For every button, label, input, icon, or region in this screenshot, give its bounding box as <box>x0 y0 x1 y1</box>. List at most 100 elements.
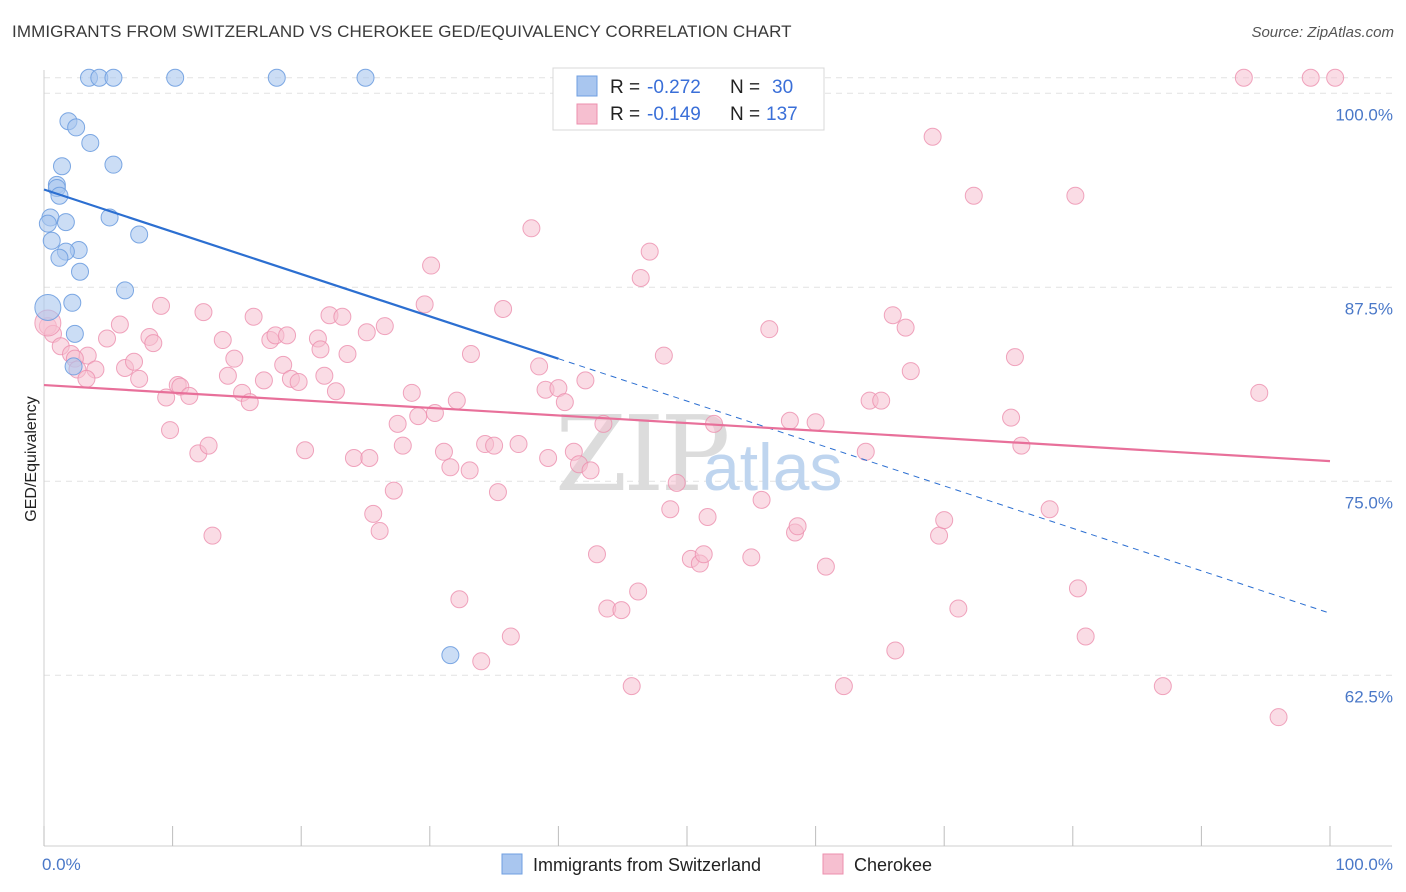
switzerland-point <box>67 118 86 137</box>
cherokee-point <box>640 242 659 261</box>
cherokee-point <box>1326 68 1345 87</box>
bottom-legend-swatch-switzerland <box>501 853 523 875</box>
legend-n-label-2: N = <box>730 104 760 125</box>
cherokee-point <box>806 413 825 432</box>
grid <box>44 77 1392 676</box>
cherokee-point <box>338 345 357 364</box>
legend-box: R = -0.272 N = 30 R = -0.149 N = 137 <box>552 67 825 131</box>
cherokee-point <box>130 369 149 388</box>
cherokee-point <box>856 442 875 461</box>
legend-n-value-2: 137 <box>766 104 798 125</box>
cherokee-point <box>254 371 273 390</box>
cherokee-point <box>333 307 352 326</box>
switzerland-point <box>53 157 72 176</box>
cherokee-point <box>631 268 650 287</box>
cherokee-point <box>422 256 441 275</box>
cherokee-point <box>77 369 96 388</box>
cherokee-point <box>370 521 389 540</box>
cherokee-point <box>460 461 479 480</box>
cherokee-point <box>1250 383 1269 402</box>
cherokee-point <box>1269 708 1288 727</box>
cherokee-point <box>326 382 345 401</box>
cherokee-point <box>896 318 915 337</box>
cherokee-point <box>964 186 983 205</box>
cherokee-point <box>344 449 363 467</box>
cherokee-point <box>886 641 905 660</box>
switzerland-point <box>267 68 286 87</box>
legend-r-label-2: R = <box>610 104 640 125</box>
cherokee-point <box>244 307 263 326</box>
cherokee-point <box>125 352 144 371</box>
y-tick-label: 62.5% <box>1345 687 1393 706</box>
cherokee-point <box>485 436 504 455</box>
cherokee-point <box>1002 408 1021 427</box>
cherokee-point <box>661 500 680 519</box>
switzerland-point <box>130 225 149 244</box>
cherokee-point <box>161 421 180 440</box>
cherokee-point <box>441 458 460 477</box>
cherokee-point <box>930 526 949 545</box>
cherokee-point <box>923 127 942 146</box>
x-tick-label: 100.0% <box>1335 855 1393 874</box>
cherokee-point <box>289 372 308 391</box>
switzerland-point <box>71 262 90 281</box>
switzerland-point <box>65 324 84 343</box>
cherokee-point <box>1012 436 1031 455</box>
cherokee-point <box>901 362 920 381</box>
source-label: Source: ZipAtlas.com <box>1251 24 1394 41</box>
cherokee-point <box>587 545 606 564</box>
switzerland-point <box>42 231 61 250</box>
switzerland-point <box>81 133 100 152</box>
switzerland-point <box>441 646 460 665</box>
cherokee-point <box>203 526 222 545</box>
cherokee-point <box>415 295 434 314</box>
cherokee-point <box>450 590 469 609</box>
cherokee-point <box>576 371 595 390</box>
cherokee-point <box>311 340 330 359</box>
cherokee-point <box>315 366 334 385</box>
cherokee-point <box>780 411 799 430</box>
cherokee-point <box>654 346 673 365</box>
cherokee-point <box>612 601 631 620</box>
cherokee-point <box>594 414 613 433</box>
legend-r-value-2: -0.149 <box>647 104 701 125</box>
cherokee-point <box>581 461 600 480</box>
cherokee-point <box>1234 68 1253 87</box>
cherokee-point <box>742 548 761 567</box>
legend-swatch-switzerland <box>576 75 598 97</box>
legend-r-label-1: R = <box>610 77 640 98</box>
tick-labels: 100.0% 87.5% 75.0% 62.5% 0.0% 100.0% <box>42 105 1393 874</box>
cherokee-point <box>883 306 902 325</box>
trend-lines <box>43 188 1331 614</box>
cherokee-point <box>375 317 394 336</box>
cherokee-point <box>274 355 293 374</box>
cherokee-point <box>629 582 648 601</box>
bottom-legend-label-switzerland: Immigrants from Switzerland <box>533 855 761 875</box>
cherokee-point <box>296 441 315 460</box>
cherokee-point <box>530 357 549 376</box>
switzerland-point <box>116 281 135 300</box>
cherokee-point <box>1005 348 1024 367</box>
cherokee-point <box>816 557 835 576</box>
watermark-zip: ZIP <box>555 393 727 515</box>
y-tick-label: 87.5% <box>1345 299 1393 318</box>
cherokee-point <box>501 627 520 646</box>
y-axis-label: GED/Equivalency <box>23 396 40 521</box>
switzerland-point <box>356 68 375 87</box>
cherokee-point <box>494 300 513 319</box>
axes <box>43 70 1392 847</box>
bottom-legend-label-cherokee: Cherokee <box>854 855 932 875</box>
y-tick-label: 100.0% <box>1335 105 1393 124</box>
x-tick-label: 0.0% <box>42 855 81 874</box>
cherokee-point <box>364 504 383 523</box>
cherokee-point <box>1076 627 1095 646</box>
cherokee-point <box>110 315 129 334</box>
switzerland-points <box>34 68 460 665</box>
bottom-legend-swatch-cherokee <box>822 853 844 875</box>
cherokee-point <box>472 652 491 671</box>
cherokee-point <box>1040 500 1059 519</box>
cherokee-point <box>199 436 218 455</box>
cherokee-point <box>357 323 376 342</box>
switzerland-point <box>50 248 69 267</box>
